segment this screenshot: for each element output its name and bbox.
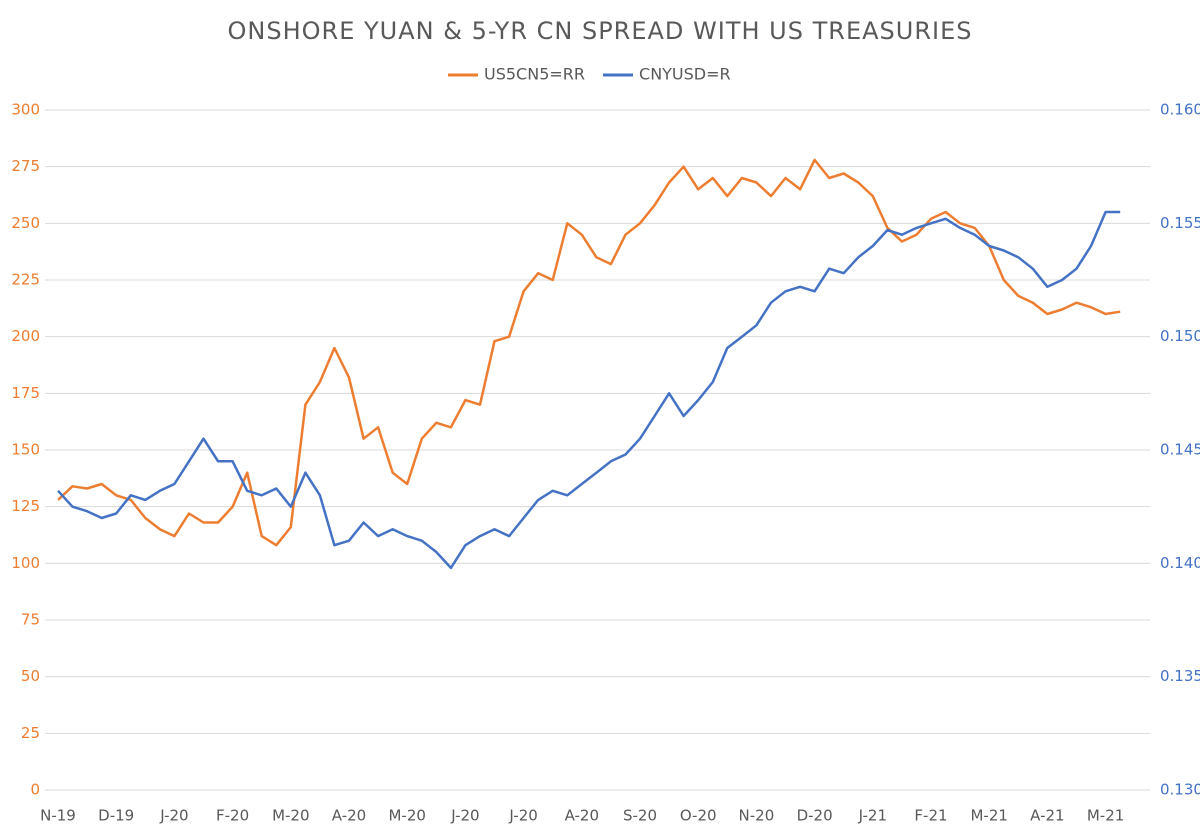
legend-label: CNYUSD=R	[639, 65, 731, 84]
y-tick-label: 200	[11, 327, 40, 345]
y-tick-label: 100	[11, 554, 40, 572]
y-tick-label: 50	[21, 667, 40, 685]
y-tick-label: 250	[11, 214, 40, 232]
y-tick-label: 0	[30, 781, 40, 799]
x-tick-label: J-20	[508, 807, 537, 825]
x-tick-label: D-19	[98, 807, 134, 825]
x-tick-label: M-21	[970, 807, 1007, 825]
y-tick-label: 150	[11, 441, 40, 459]
x-tick-label: A-20	[332, 807, 366, 825]
x-tick-label: J-20	[159, 807, 188, 825]
y-tick-label: 275	[11, 157, 40, 175]
x-tick-label: N-19	[40, 807, 76, 825]
x-tick-label: M-20	[272, 807, 309, 825]
x-tick-label: D-20	[797, 807, 833, 825]
x-tick-label: M-21	[1087, 807, 1124, 825]
x-tick-label: N-20	[739, 807, 775, 825]
y2-tick-label: 0.1600	[1160, 101, 1200, 119]
y-tick-label: 75	[21, 611, 40, 629]
x-tick-label: S-20	[623, 807, 657, 825]
chart-title: ONSHORE YUAN & 5-YR CN SPREAD WITH US TR…	[228, 17, 973, 45]
series-line	[57, 158, 1121, 547]
x-tick-label: J-21	[858, 807, 887, 825]
legend-label: US5CN5=RR	[484, 65, 585, 84]
x-tick-label: F-20	[216, 807, 249, 825]
x-tick-label: O-20	[680, 807, 717, 825]
x-tick-label: M-20	[388, 807, 425, 825]
x-tick-label: A-20	[565, 807, 599, 825]
y-tick-label: 125	[11, 497, 40, 515]
x-tick-label: A-21	[1030, 807, 1064, 825]
series-line	[57, 210, 1121, 570]
y-tick-label: 300	[11, 101, 40, 119]
y-tick-label: 25	[21, 724, 40, 742]
y-tick-label: 225	[11, 271, 40, 289]
y-tick-label: 175	[11, 384, 40, 402]
x-tick-label: J-20	[450, 807, 479, 825]
x-tick-label: F-21	[914, 807, 947, 825]
